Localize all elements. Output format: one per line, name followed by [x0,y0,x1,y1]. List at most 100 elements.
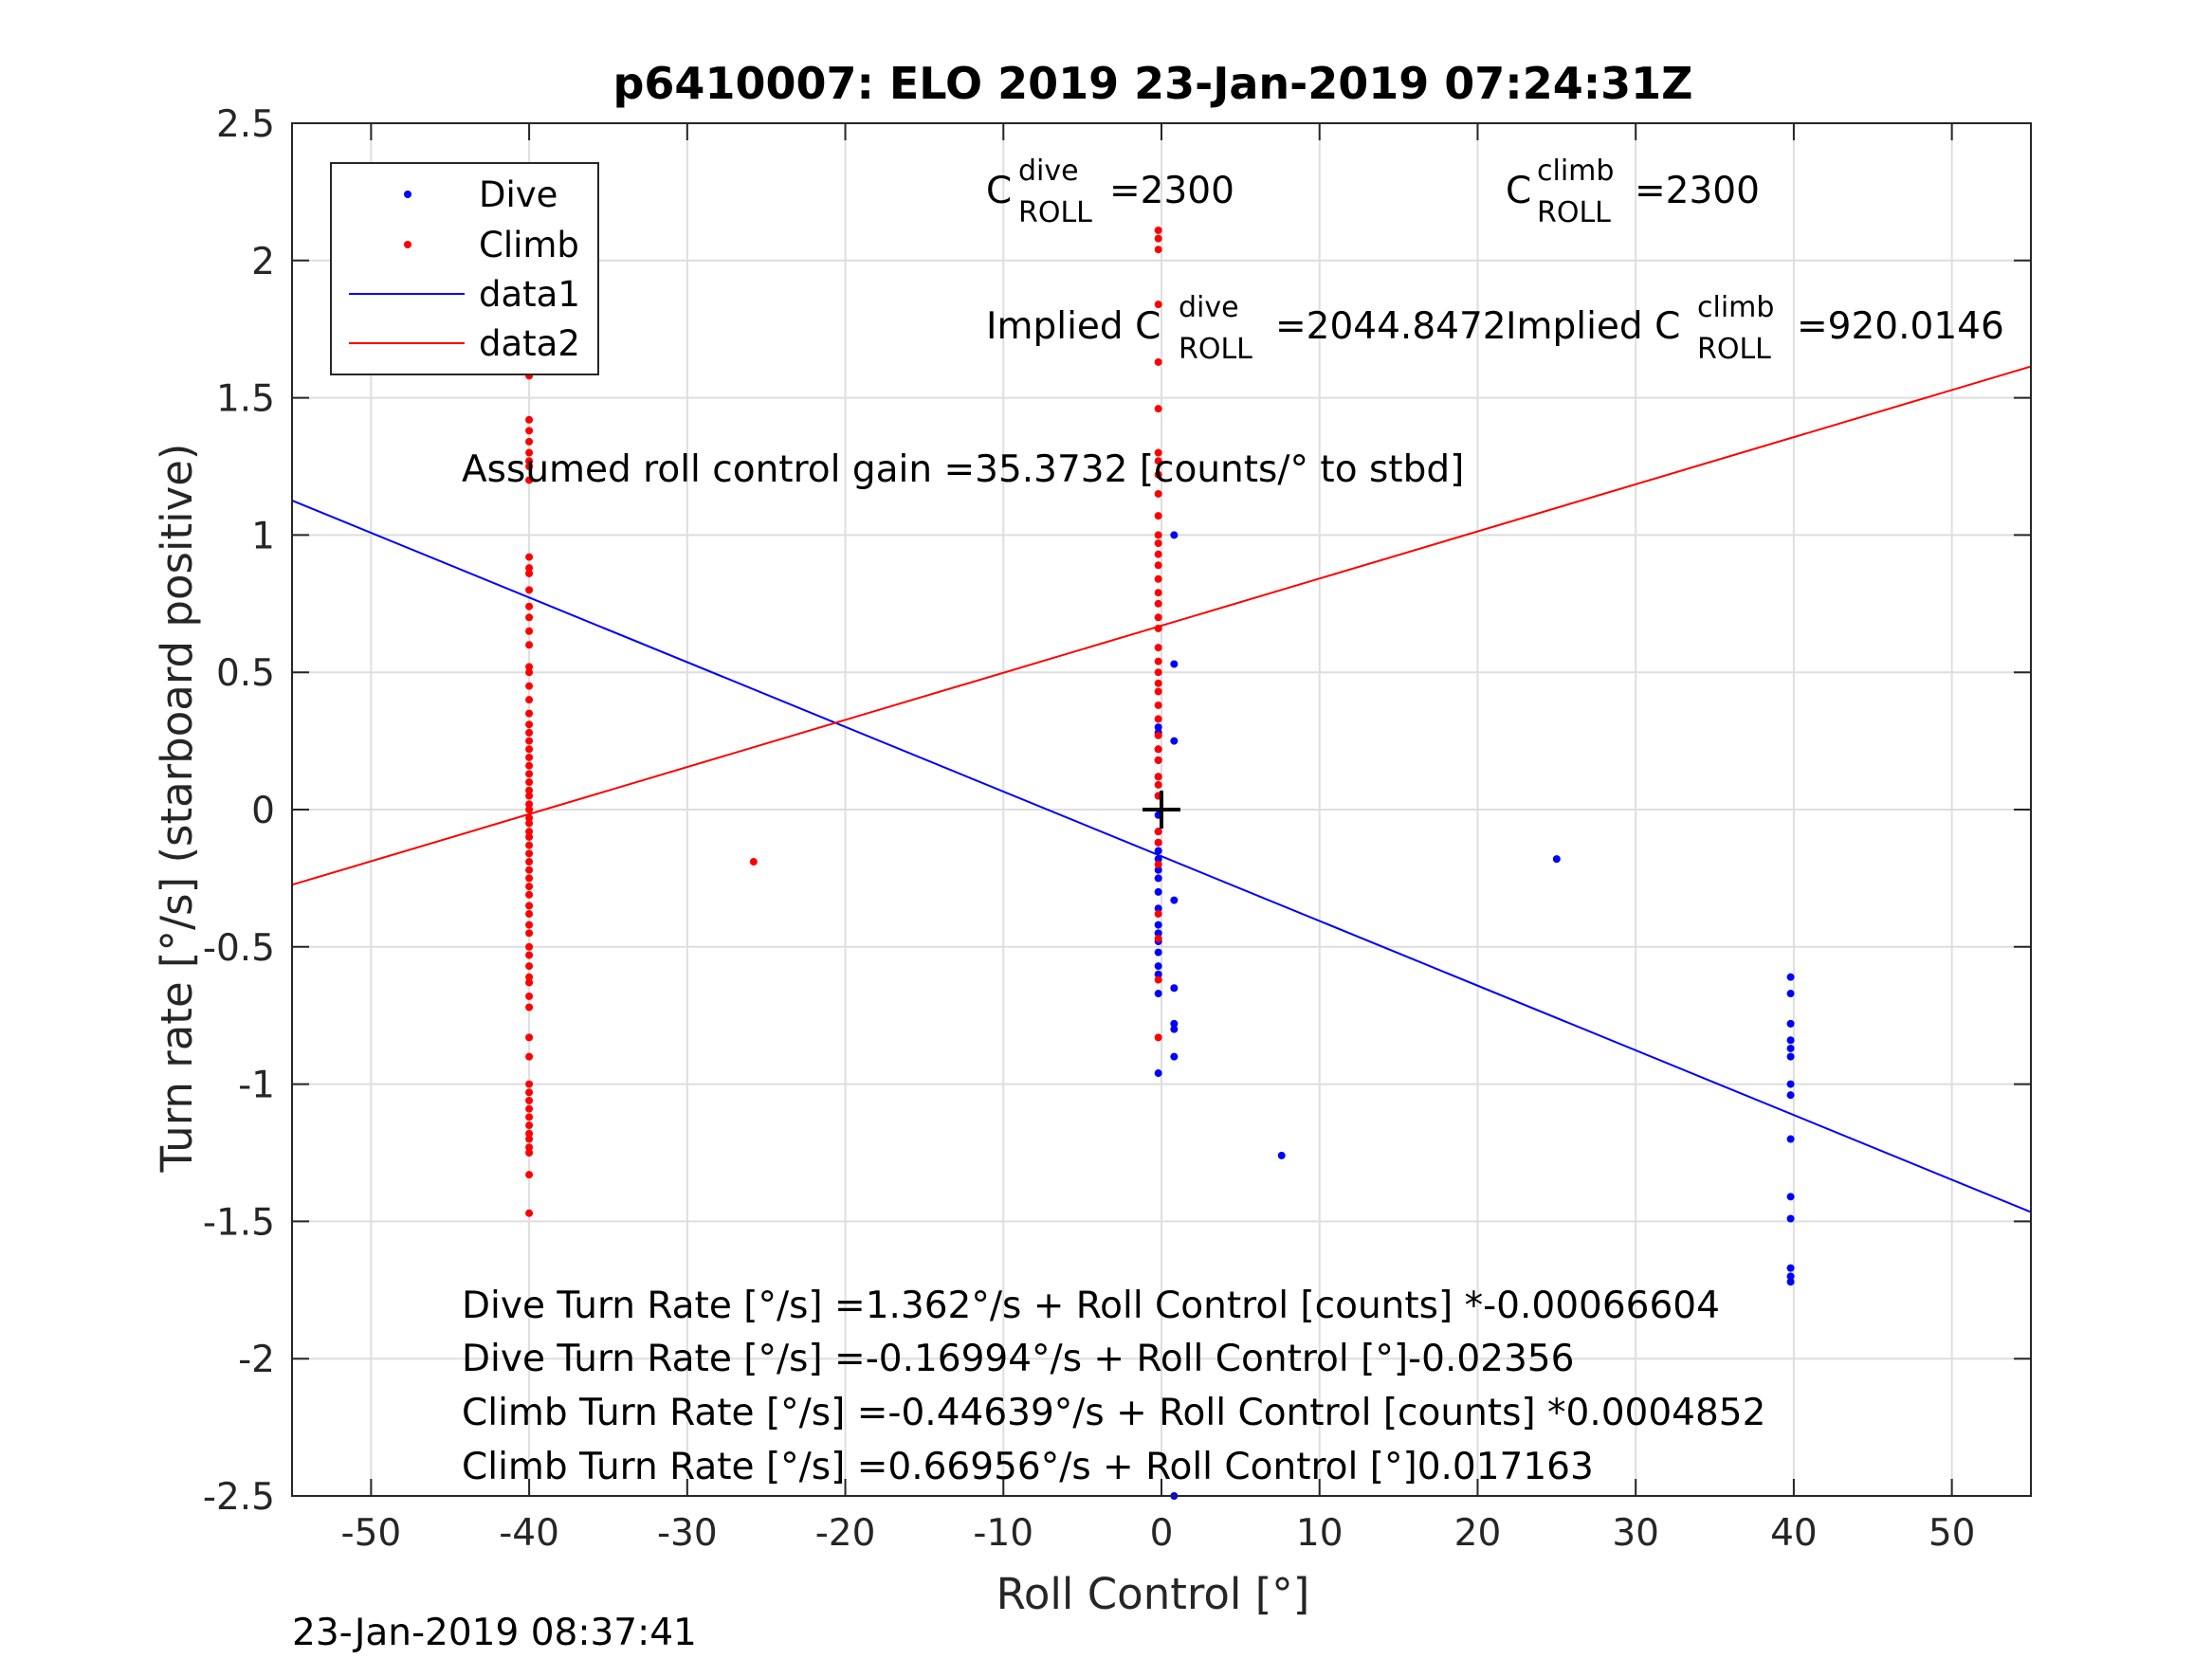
dive-point [1154,929,1162,938]
dive-point [1786,1080,1795,1088]
climb-point [525,1096,534,1104]
dive-point [1154,855,1162,864]
c-dive-annotation: C dive ROLL =2300 [986,155,1234,229]
climb-point [525,951,534,959]
dive-point [1154,921,1162,929]
implied-dive-sub: ROLL [1179,333,1252,366]
climb-point [525,437,534,446]
climb-point [1154,234,1162,243]
climb-point [1154,780,1162,789]
climb-point [525,962,534,971]
climb-point [525,663,534,671]
implied-climb-sup: climb [1697,291,1774,324]
climb-point [525,849,534,858]
x-tick-label: 20 [1454,1512,1502,1555]
dive-point [1786,1272,1795,1281]
climb-point [525,902,534,910]
climb-point [749,858,758,866]
climb-point [525,828,534,836]
climb-point [1154,756,1162,764]
climb-point [1154,644,1162,652]
y-tick-label: -2.5 [203,1476,275,1519]
climb-point [1154,448,1162,457]
dive-point [1154,847,1162,855]
dive-point [1786,1044,1795,1052]
climb-point [1154,470,1162,479]
climb-point [525,929,534,938]
implied-climb-base: Implied C [1506,305,1680,348]
climb-point [525,921,534,929]
climb-point [1154,531,1162,539]
origin-marker [1143,791,1180,829]
climb-point [525,476,534,484]
x-tick-label: 50 [1929,1512,1976,1555]
climb-point [525,613,534,622]
x-tick-label: 30 [1612,1512,1659,1555]
climb-point [525,770,534,778]
c-climb-annotation: C climb ROLL =2300 [1506,155,1760,229]
legend-box [330,162,599,375]
climb-point [1154,860,1162,868]
climb-point [1154,687,1162,696]
dive-point [1786,1019,1795,1028]
climb-point [525,819,534,828]
climb-point [525,728,534,737]
svg-text:C: C [1506,170,1531,212]
implied-dive-base: Implied C [986,305,1161,348]
climb-point [525,682,534,690]
climb-point [525,910,534,919]
c-climb-sup: climb [1537,155,1614,188]
climb-point [1154,599,1162,608]
climb-point [525,569,534,577]
dive-point [1170,1019,1179,1028]
climb-point [525,841,534,849]
gain-annotation: Assumed roll control gain =35.3732 [coun… [462,448,1464,491]
climb-point [1154,613,1162,622]
dive-equation-degrees: Dive Turn Rate [°/s] =-0.16994°/s + Roll… [462,1338,1574,1380]
climb-point [525,641,534,649]
climb-point [1154,512,1162,520]
x-tick-label: 0 [1150,1512,1174,1555]
climb-point [525,978,534,987]
data1-fit-line [291,499,2032,1213]
dive-point [1786,973,1795,981]
fit-lines [291,365,2032,1213]
y-tick-label: 0 [251,790,275,832]
climb-point [525,745,534,754]
climb-point [1154,589,1162,597]
climb-point [1154,357,1162,366]
climb-point [525,1171,534,1179]
climb-point [525,1052,534,1061]
dive-point [1154,904,1162,913]
climb-point [1154,745,1162,754]
dive-point [1154,866,1162,874]
climb-point [1154,715,1162,723]
climb-point [525,1104,534,1113]
climb-point [525,709,534,718]
c-dive-value: =2300 [1109,170,1234,212]
climb-point [525,753,534,761]
climb-point [525,463,534,470]
dive-point [1786,1091,1795,1100]
dive-point [1154,990,1162,998]
climb-point [525,792,534,800]
dive-equation-counts: Dive Turn Rate [°/s] =1.362°/s + Roll Co… [462,1285,1720,1327]
climb-point [525,1209,534,1217]
climb-point [1154,828,1162,836]
implied-climb-value: =920.0146 [1797,305,2004,348]
climb-point [525,602,534,611]
implied-dive-value: =2044.8472 [1275,305,1507,348]
climb-point [525,1143,534,1152]
x-tick-label: 10 [1296,1512,1344,1555]
climb-point [525,813,534,822]
c-dive-sup: dive [1018,155,1079,188]
data2-fit-line [291,365,2032,886]
climb-point [525,858,534,866]
dive-point [1786,1214,1795,1223]
c-dive-sub: ROLL [1018,196,1092,229]
climb-equation-counts: Climb Turn Rate [°/s] =-0.44639°/s + Rol… [462,1392,1765,1434]
legend-dive-label: Dive [479,174,558,215]
svg-text:C: C [986,170,1012,212]
climb-point [1154,773,1162,781]
climb-point [525,1149,534,1157]
